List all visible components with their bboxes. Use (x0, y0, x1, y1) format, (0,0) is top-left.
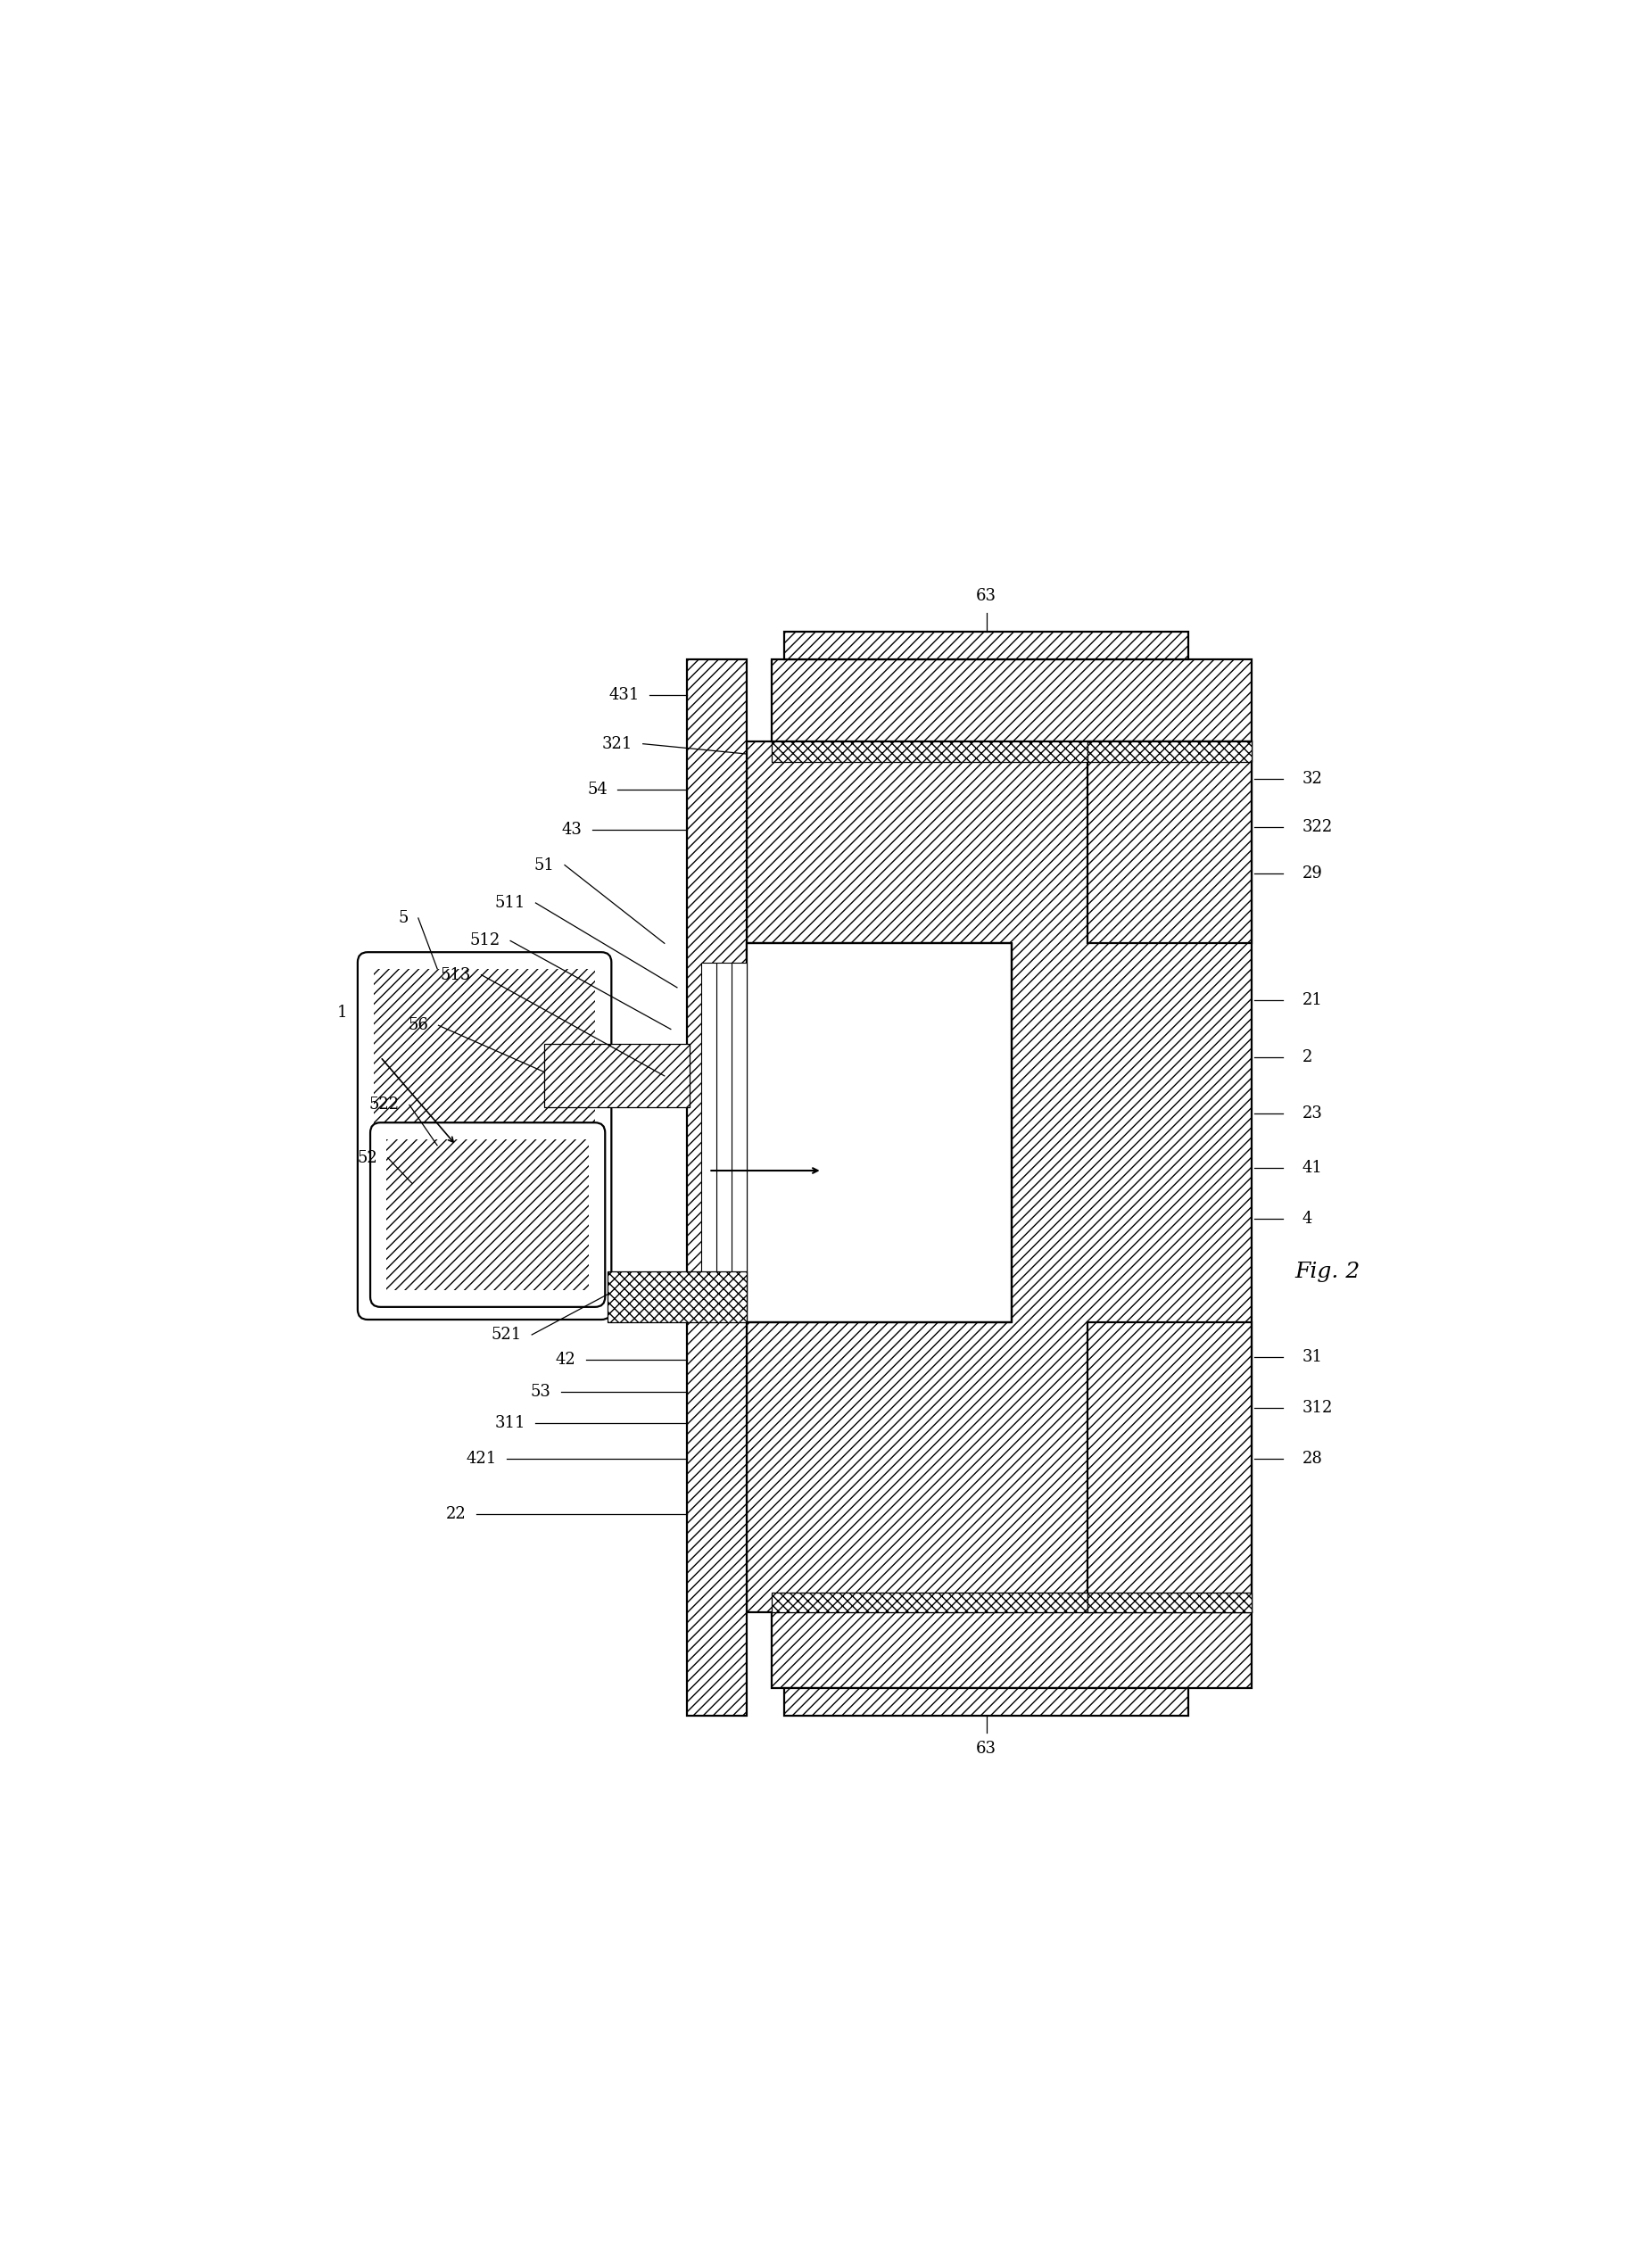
Text: 4: 4 (1302, 1211, 1311, 1227)
Bar (1088, 742, 1251, 943)
Text: 23: 23 (1302, 1107, 1323, 1123)
FancyBboxPatch shape (370, 1123, 604, 1306)
Bar (785, 1687, 1188, 1717)
Text: 63: 63 (976, 587, 997, 603)
Bar (772, 660, 1251, 742)
Text: 63: 63 (976, 1742, 997, 1758)
Text: 522: 522 (368, 1098, 399, 1114)
Bar (700, 962, 717, 1309)
Text: 312: 312 (1302, 1399, 1333, 1415)
Bar (731, 962, 746, 1309)
Text: 29: 29 (1302, 866, 1323, 882)
Text: 21: 21 (1302, 991, 1323, 1009)
Text: 322: 322 (1302, 819, 1333, 835)
Text: 43: 43 (562, 821, 583, 837)
Bar (544, 1043, 689, 1107)
Bar (772, 742, 1088, 762)
Text: 41: 41 (1302, 1159, 1323, 1177)
Text: 321: 321 (603, 735, 632, 753)
Text: 31: 31 (1302, 1349, 1323, 1365)
Text: 54: 54 (588, 780, 608, 798)
Text: 56: 56 (407, 1018, 428, 1034)
Text: 512: 512 (469, 932, 500, 948)
Bar (785, 631, 1188, 660)
Text: Fig. 2: Fig. 2 (1295, 1261, 1360, 1281)
Bar (1088, 1592, 1251, 1613)
Bar (1088, 742, 1251, 762)
Text: 5: 5 (397, 909, 409, 925)
Bar (1088, 1322, 1251, 1613)
Text: 2: 2 (1302, 1048, 1311, 1066)
Text: 42: 42 (555, 1352, 577, 1368)
Text: 431: 431 (609, 687, 639, 703)
Bar (746, 742, 1251, 1613)
Bar (717, 962, 731, 1309)
Bar (772, 1613, 1251, 1687)
Text: 421: 421 (466, 1452, 497, 1467)
Bar (608, 1272, 746, 1322)
Bar (772, 1592, 1088, 1613)
Text: 513: 513 (440, 966, 471, 982)
Bar (746, 943, 1012, 1322)
Text: 53: 53 (531, 1383, 551, 1399)
Bar (687, 660, 746, 1717)
FancyBboxPatch shape (358, 953, 611, 1320)
Text: 521: 521 (492, 1327, 521, 1343)
Text: 32: 32 (1302, 771, 1323, 787)
Text: 52: 52 (357, 1150, 378, 1166)
Text: 511: 511 (495, 896, 526, 912)
Text: 22: 22 (446, 1506, 466, 1522)
Text: 51: 51 (534, 857, 554, 873)
Bar (386, 1139, 588, 1290)
Text: 1: 1 (337, 1005, 347, 1021)
Bar (375, 968, 595, 1304)
Text: 311: 311 (495, 1415, 526, 1431)
Text: 28: 28 (1302, 1452, 1323, 1467)
